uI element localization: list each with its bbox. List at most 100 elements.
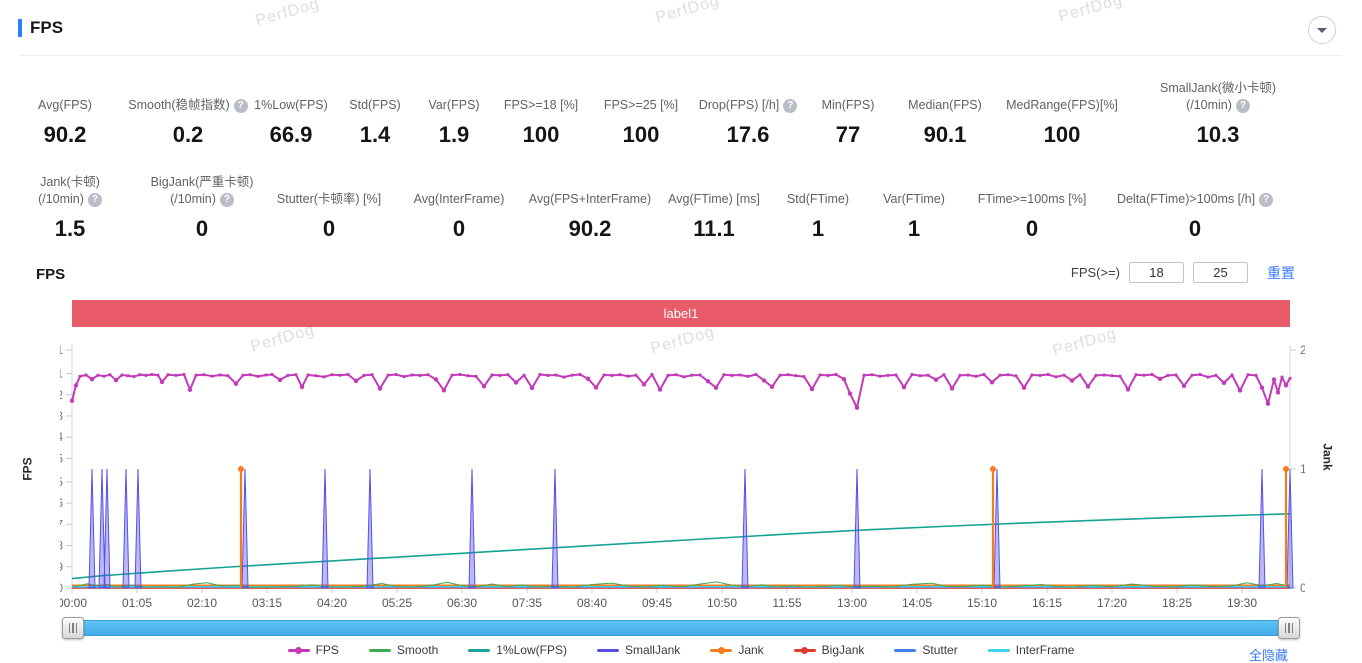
fps-jank-chart[interactable]: 1019182736455453627189021000:0001:0502:1… bbox=[60, 340, 1305, 618]
stat-value: 11.1 bbox=[693, 216, 735, 241]
svg-text:18: 18 bbox=[60, 539, 63, 553]
legend-marker bbox=[596, 648, 619, 652]
help-icon[interactable]: ? bbox=[1259, 192, 1274, 207]
hide-all-link[interactable]: 全隐藏 bbox=[1248, 648, 1288, 663]
legend-item-jank[interactable]: Jank bbox=[710, 643, 764, 657]
stat-value: 66.9 bbox=[269, 122, 313, 147]
stat-value: 1 bbox=[811, 216, 825, 241]
help-icon[interactable]: ? bbox=[783, 98, 798, 113]
stat-item: BigJank(严重卡顿) (/10min)? 0 bbox=[140, 172, 264, 242]
stat-label: (/10min)? bbox=[1186, 97, 1250, 114]
fps-threshold-max-input[interactable] bbox=[1193, 262, 1248, 283]
legend-label: SmallJank bbox=[624, 643, 681, 657]
legend-item-bigjank[interactable]: BigJank bbox=[793, 643, 865, 657]
collapse-button[interactable] bbox=[1308, 16, 1336, 44]
stat-item: Drop(FPS) [/h]? 17.6 bbox=[694, 78, 802, 148]
legend-label: 1%Low(FPS) bbox=[496, 643, 567, 657]
legend-label: Stutter bbox=[922, 643, 958, 657]
legend-marker bbox=[987, 648, 1010, 652]
stat-item: Smooth(稳帧指数)? 0.2 bbox=[128, 78, 248, 148]
stat-label: Var(FTime) bbox=[883, 192, 945, 206]
datazoom-track[interactable] bbox=[62, 617, 1300, 639]
help-icon[interactable]: ? bbox=[87, 192, 102, 207]
reset-link[interactable]: 重置 bbox=[1267, 264, 1295, 281]
legend-label: BigJank bbox=[821, 643, 865, 657]
svg-text:2: 2 bbox=[1300, 343, 1305, 357]
svg-text:06:30: 06:30 bbox=[447, 596, 477, 610]
stat-item: Stutter(卡顿率) [%] 0 bbox=[264, 172, 394, 242]
legend-item-smalljank[interactable]: SmallJank bbox=[596, 643, 681, 657]
stat-label: Delta(FTime)>100ms [/h]? bbox=[1117, 191, 1274, 208]
svg-text:08:40: 08:40 bbox=[577, 596, 607, 610]
help-icon[interactable]: ? bbox=[219, 192, 234, 207]
fps-threshold-controls: FPS(>=) 重置 bbox=[1071, 262, 1295, 283]
legend-marker bbox=[468, 648, 491, 652]
help-icon[interactable]: ? bbox=[1235, 98, 1250, 113]
legend-marker bbox=[894, 648, 917, 652]
stat-value: 1.9 bbox=[438, 122, 470, 147]
stat-value: 100 bbox=[522, 122, 560, 147]
legend-item-smooth[interactable]: Smooth bbox=[368, 643, 438, 657]
svg-text:04:20: 04:20 bbox=[317, 596, 347, 610]
help-icon[interactable]: ? bbox=[233, 98, 248, 113]
fps-threshold-min-input[interactable] bbox=[1129, 262, 1184, 283]
svg-text:10:50: 10:50 bbox=[707, 596, 737, 610]
stat-value: 1.5 bbox=[54, 216, 86, 241]
stat-label: Std(FTime) bbox=[786, 192, 850, 206]
stat-value: 90.2 bbox=[43, 122, 87, 147]
stat-value: 0 bbox=[322, 216, 336, 241]
legend-item-1-low-fps-[interactable]: 1%Low(FPS) bbox=[468, 643, 567, 657]
stat-value: 100 bbox=[622, 122, 660, 147]
stat-value: 10.3 bbox=[1196, 122, 1240, 147]
stat-item: Var(FPS) 1.9 bbox=[414, 78, 494, 148]
svg-text:17:20: 17:20 bbox=[1097, 596, 1127, 610]
stats-row-2: Jank(卡顿) (/10min)? 1.5 BigJank(严重卡顿) (/10min… bbox=[0, 172, 1362, 242]
svg-text:14:05: 14:05 bbox=[902, 596, 932, 610]
stat-label: Smooth(稳帧指数)? bbox=[128, 97, 248, 114]
datazoom-handle-left[interactable] bbox=[62, 617, 84, 639]
stats-row-1: Avg(FPS) 90.2 Smooth(稳帧指数)? 0.2 1%Low(FPS) 66… bbox=[0, 78, 1362, 148]
legend-label: Jank bbox=[738, 643, 764, 657]
svg-text:18:25: 18:25 bbox=[1162, 596, 1192, 610]
datazoom-handle-right[interactable] bbox=[1278, 617, 1300, 639]
svg-text:00:00: 00:00 bbox=[60, 596, 87, 610]
stat-label: Avg(FTime) [ms] bbox=[668, 192, 760, 206]
stat-label: MedRange(FPS)[%] bbox=[1006, 98, 1118, 112]
svg-text:1: 1 bbox=[1300, 462, 1305, 476]
legend-item-interframe[interactable]: InterFrame bbox=[987, 643, 1075, 657]
svg-text:0: 0 bbox=[60, 581, 63, 595]
stat-value: 0 bbox=[1025, 216, 1039, 241]
stat-item: Avg(FPS+InterFrame) 90.2 bbox=[524, 172, 656, 242]
stat-value: 100 bbox=[1043, 122, 1081, 147]
stat-label: FPS>=25 [%] bbox=[603, 98, 679, 112]
stat-item: Std(FPS) 1.4 bbox=[336, 78, 414, 148]
svg-text:64: 64 bbox=[60, 430, 63, 444]
svg-text:45: 45 bbox=[60, 475, 63, 489]
chart-section-title: FPS bbox=[36, 266, 66, 283]
left-axis-title: FPS bbox=[20, 457, 35, 481]
legend-marker bbox=[287, 646, 310, 654]
annotation-label: label1 bbox=[663, 306, 699, 321]
stat-label: 1%Low(FPS) bbox=[254, 98, 328, 112]
stat-value: 0 bbox=[1188, 216, 1202, 241]
svg-text:82: 82 bbox=[60, 388, 63, 402]
stat-item: Avg(InterFrame) 0 bbox=[394, 172, 524, 242]
svg-text:02:10: 02:10 bbox=[187, 596, 217, 610]
stat-item: SmallJank(微小卡顿) (/10min)? 10.3 bbox=[1128, 78, 1308, 148]
svg-text:19:30: 19:30 bbox=[1227, 596, 1257, 610]
stat-label: Avg(FPS+InterFrame) bbox=[528, 192, 652, 206]
svg-text:27: 27 bbox=[60, 517, 63, 531]
svg-text:91: 91 bbox=[60, 367, 63, 381]
svg-text:16:15: 16:15 bbox=[1032, 596, 1062, 610]
svg-text:13:00: 13:00 bbox=[837, 596, 867, 610]
legend-item-stutter[interactable]: Stutter bbox=[894, 643, 958, 657]
legend-item-fps[interactable]: FPS bbox=[287, 643, 339, 657]
legend-label: InterFrame bbox=[1015, 643, 1075, 657]
fps-threshold-label: FPS(>=) bbox=[1070, 265, 1120, 280]
header-divider bbox=[20, 55, 1342, 56]
stat-item: Median(FPS) 90.1 bbox=[894, 78, 996, 148]
stat-item: Avg(FPS) 90.2 bbox=[0, 78, 130, 148]
perfdog-watermark: PerfDog bbox=[1056, 0, 1125, 26]
stat-label: Stutter(卡顿率) [%] bbox=[276, 192, 382, 206]
